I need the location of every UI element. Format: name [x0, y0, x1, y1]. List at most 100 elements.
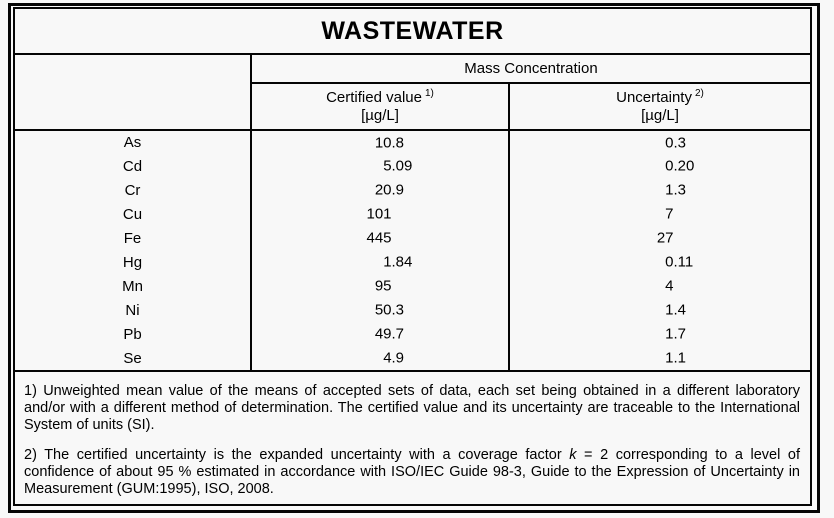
- certified-value-int: 50: [374, 301, 392, 319]
- certified-value-int: 20: [374, 181, 392, 199]
- uncertainty-frac: .11: [673, 253, 694, 271]
- uncertainty-unit: [µg/L]: [641, 106, 679, 124]
- certified-value-cell: 10.8: [251, 129, 509, 154]
- certified-value-label: Certified value: [326, 88, 422, 106]
- footnotes-section: 1) Unweighted mean value of the means of…: [15, 370, 810, 504]
- certified-value-cell: 95: [251, 274, 509, 298]
- uncertainty-frac: .3: [673, 181, 687, 199]
- certified-value-cell: 101: [251, 202, 509, 226]
- uncertainty-cell: 1.4: [508, 298, 810, 322]
- element-symbol: Cu: [15, 202, 252, 226]
- table-inner-border: WASTEWATER Mass Concentration Certified …: [13, 7, 812, 506]
- uncertainty-cell: 0.11: [508, 250, 810, 274]
- table-row: Ni 50.3 1.4: [15, 298, 810, 322]
- table-row: Mn 95 4: [15, 274, 810, 298]
- uncertainty-int: 7: [665, 205, 674, 223]
- sub-header-row: Certified value 1) [µg/L] Uncertainty 2) […: [15, 83, 810, 130]
- uncertainty-int: 4: [665, 277, 674, 295]
- certified-value-int: 1: [383, 253, 392, 271]
- table-row: As 10.8 0.3: [15, 129, 810, 154]
- footnote-2: 2) The certified uncertainty is the expa…: [24, 447, 800, 498]
- certified-value-int: 5: [383, 157, 392, 175]
- uncertainty-frac: .7: [673, 325, 687, 343]
- certified-value-int: 10: [374, 134, 392, 151]
- uncertainty-frac: .20: [673, 157, 695, 175]
- uncertainty-cell: 1.7: [508, 322, 810, 346]
- group-header-row: Mass Concentration: [15, 54, 810, 130]
- element-symbol: Mn: [15, 274, 252, 298]
- footnote-2-text-post: = 2 corresponding to a level of confiden…: [24, 447, 800, 497]
- element-symbol: Cd: [15, 154, 252, 178]
- certified-value-header: Certified value 1) [µg/L]: [251, 83, 509, 130]
- certified-value-int: 4: [383, 349, 392, 367]
- certified-value-frac: .09: [391, 157, 413, 175]
- certified-value-label-line: Certified value 1): [252, 87, 508, 107]
- certified-value-frac: .9: [391, 349, 405, 367]
- uncertainty-cell: 1.3: [508, 178, 810, 202]
- table-body: As 10.8 0.3 Cd 5.09 0.20 Cr 20.9 1.3 Cu …: [15, 129, 810, 370]
- table-row: Cu 101 7: [15, 202, 810, 226]
- empty-corner-cell: [15, 54, 252, 130]
- uncertainty-int: 1: [665, 301, 674, 319]
- uncertainty-label-line: Uncertainty 2): [510, 87, 810, 107]
- element-symbol: Se: [15, 346, 252, 370]
- certified-value-int: 445: [366, 229, 392, 247]
- certified-value-cell: 4.9: [251, 346, 509, 370]
- uncertainty-frac: .3: [673, 134, 687, 151]
- uncertainty-frac: .4: [673, 301, 687, 319]
- element-symbol: Pb: [15, 322, 252, 346]
- certified-value-frac: .3: [391, 301, 405, 319]
- uncertainty-cell: 1.1: [508, 346, 810, 370]
- table-row: Se 4.9 1.1: [15, 346, 810, 370]
- certified-value-cell: 5.09: [251, 154, 509, 178]
- certified-value-unit: [µg/L]: [361, 106, 399, 124]
- table-title: WASTEWATER: [15, 9, 810, 55]
- element-symbol: Cr: [15, 178, 252, 202]
- uncertainty-int: 1: [665, 181, 674, 199]
- uncertainty-cell: 0.20: [508, 154, 810, 178]
- certified-value-int: 95: [374, 277, 392, 295]
- uncertainty-int: 27: [656, 229, 674, 247]
- certified-value-cell: 49.7: [251, 322, 509, 346]
- mass-concentration-header: Mass Concentration: [251, 54, 810, 84]
- certified-value-cell: 1.84: [251, 250, 509, 274]
- uncertainty-int: 0: [665, 134, 674, 151]
- table-row: Pb 49.7 1.7: [15, 322, 810, 346]
- table-header: WASTEWATER Mass Concentration Certified …: [15, 9, 810, 130]
- table-row: Hg 1.84 0.11: [15, 250, 810, 274]
- uncertainty-cell: 0.3: [508, 129, 810, 154]
- footnote-ref-1: 1): [424, 87, 434, 99]
- uncertainty-int: 0: [665, 157, 674, 175]
- certified-value-frac: .84: [391, 253, 413, 271]
- element-symbol: As: [15, 129, 252, 154]
- table-row: Cd 5.09 0.20: [15, 154, 810, 178]
- footnote-ref-2: 2): [694, 87, 704, 99]
- uncertainty-cell: 7: [508, 202, 810, 226]
- footnote-1: 1) Unweighted mean value of the means of…: [24, 383, 800, 433]
- footnote-2-coverage-factor-k: k: [569, 447, 577, 463]
- certified-value-int: 101: [366, 205, 392, 223]
- uncertainty-header: Uncertainty 2) [µg/L]: [508, 83, 810, 130]
- certified-value-frac: .7: [391, 325, 405, 343]
- certified-value-cell: 445: [251, 226, 509, 250]
- certified-value-cell: 50.3: [251, 298, 509, 322]
- element-symbol: Hg: [15, 250, 252, 274]
- table-row: Cr 20.9 1.3: [15, 178, 810, 202]
- uncertainty-frac: .1: [673, 349, 687, 367]
- table-row: Fe 445 27: [15, 226, 810, 250]
- uncertainty-int: 1: [665, 325, 674, 343]
- footnote-2-text-pre: 2) The certified uncertainty is the expa…: [24, 447, 570, 463]
- certified-value-int: 49: [374, 325, 392, 343]
- title-row: WASTEWATER: [15, 9, 810, 55]
- certified-value-frac: .8: [391, 134, 405, 151]
- uncertainty-cell: 27: [508, 226, 810, 250]
- uncertainty-int: 0: [665, 253, 674, 271]
- certified-value-frac: .9: [391, 181, 405, 199]
- element-symbol: Fe: [15, 226, 252, 250]
- certified-values-table: WASTEWATER Mass Concentration Certified …: [15, 9, 810, 370]
- uncertainty-cell: 4: [508, 274, 810, 298]
- element-symbol: Ni: [15, 298, 252, 322]
- uncertainty-label: Uncertainty: [616, 88, 692, 106]
- uncertainty-int: 1: [665, 349, 674, 367]
